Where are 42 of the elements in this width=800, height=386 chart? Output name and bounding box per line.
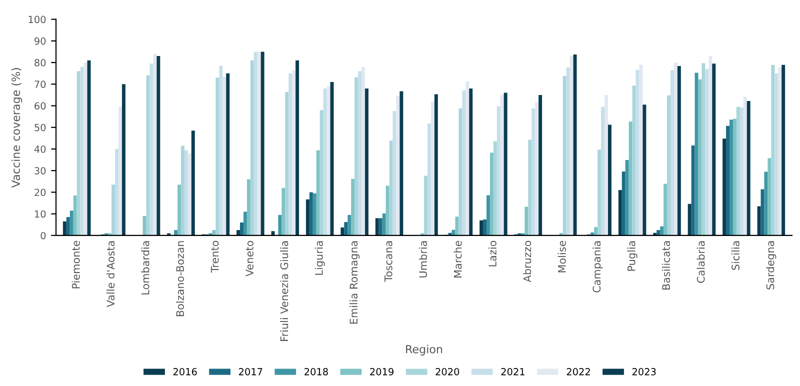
x-tick-label: Umbria [418, 241, 428, 278]
y-tick-label: 10 [34, 210, 46, 218]
x-tick-label: Marche [454, 240, 462, 278]
x-tick-label: Liguria [314, 241, 325, 275]
x-tick-label: Abruzzo [523, 240, 532, 282]
legend-label: 2020 [436, 368, 460, 376]
y-tick-label: 30 [34, 167, 46, 174]
x-tick-label: Calabria [696, 241, 705, 283]
y-tick-label: 80 [34, 59, 46, 66]
x-tick-label: Friuli Venezia Giulia [280, 241, 288, 341]
y-axis-title: Vaccine coverage (%) [11, 68, 22, 188]
x-tick-label: Toscana [384, 241, 392, 282]
y-tick-label: 50 [34, 124, 46, 132]
legend-label: 2019 [370, 368, 394, 376]
x-tick-label: Molise [558, 240, 566, 272]
x-tick-label: Lombardia [141, 241, 150, 294]
y-tick-label: 40 [34, 145, 46, 153]
y-tick-label: 100 [28, 16, 46, 24]
x-tick-label: Lazio [488, 240, 496, 266]
y-tick-label: 90 [34, 37, 46, 45]
x-tick-label: Basilicata [662, 241, 670, 290]
legend-label: 2018 [304, 368, 328, 376]
legend-label: 2017 [238, 368, 262, 376]
legend-label: 2016 [173, 368, 197, 376]
y-tick-label: 0 [40, 232, 46, 240]
x-tick-label: Sicilia [731, 241, 740, 270]
x-tick-label: Sardegna [766, 241, 776, 290]
x-tick-label: Veneto [246, 240, 254, 276]
x-tick-label: Emilia Romagna [350, 241, 360, 324]
x-axis-title: Region [406, 344, 442, 356]
legend-label: 2023 [632, 368, 656, 376]
x-tick-label: Bolzano-Bozan [176, 241, 184, 316]
x-tick-label: Puglia [627, 241, 638, 271]
x-tick-label: Valle d'Aosta [106, 241, 115, 308]
y-tick-label: 20 [34, 188, 46, 196]
x-tick-label: Campania [592, 241, 603, 292]
y-tick-label: 70 [34, 80, 46, 88]
x-tick-label: Trento [210, 240, 219, 273]
y-tick-label: 60 [34, 102, 46, 110]
x-tick-label: Piemonte [72, 240, 80, 288]
legend-label: 2022 [566, 368, 590, 376]
legend-label: 2021 [501, 368, 524, 376]
